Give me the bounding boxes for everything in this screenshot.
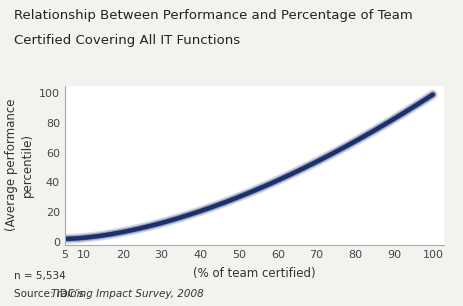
Text: Training Impact Survey, 2008: Training Impact Survey, 2008 xyxy=(51,289,204,299)
Y-axis label: (Average performance
percentile): (Average performance percentile) xyxy=(6,99,33,232)
Text: Source: IDC’s: Source: IDC’s xyxy=(14,289,87,299)
Text: Relationship Between Performance and Percentage of Team: Relationship Between Performance and Per… xyxy=(14,9,413,22)
X-axis label: (% of team certified): (% of team certified) xyxy=(194,267,316,280)
Text: n = 5,534: n = 5,534 xyxy=(14,271,66,281)
Text: Certified Covering All IT Functions: Certified Covering All IT Functions xyxy=(14,34,240,47)
